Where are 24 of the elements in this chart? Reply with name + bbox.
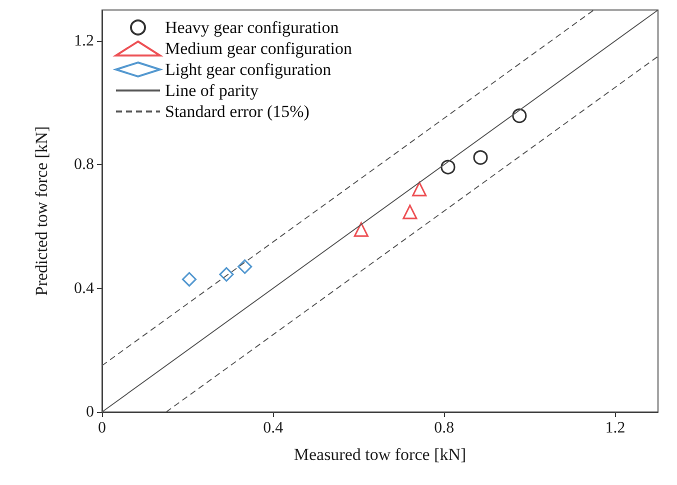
x-tick-label: 0.8 bbox=[434, 420, 454, 436]
x-tick-label: 0 bbox=[98, 420, 106, 436]
point bbox=[238, 259, 252, 274]
legend-label: Light gear configuration bbox=[165, 60, 332, 79]
y-axis-title: Predicted tow force [kN] bbox=[32, 126, 51, 296]
x-axis-title: Measured tow force [kN] bbox=[294, 445, 466, 464]
y-tick-label: 0 bbox=[86, 404, 94, 420]
legend-label: Line of parity bbox=[165, 81, 259, 100]
x-tick-label: 0.4 bbox=[263, 420, 284, 436]
point bbox=[182, 272, 197, 287]
point bbox=[354, 222, 368, 237]
y-tick-label: 0.4 bbox=[74, 280, 94, 297]
y-tick-label: 0.8 bbox=[74, 156, 94, 174]
point bbox=[412, 182, 427, 196]
legend-label: Standard error (15%) bbox=[165, 102, 310, 121]
y-tick-label: 1.2 bbox=[74, 32, 94, 50]
point bbox=[512, 108, 527, 124]
legend-label: Heavy gear configuration bbox=[165, 18, 340, 37]
legend-label: Medium gear configuration bbox=[165, 39, 352, 58]
point bbox=[219, 267, 234, 282]
point bbox=[402, 204, 418, 220]
point bbox=[440, 160, 456, 174]
point bbox=[473, 150, 488, 165]
x-tick-label: 1.2 bbox=[605, 420, 626, 436]
